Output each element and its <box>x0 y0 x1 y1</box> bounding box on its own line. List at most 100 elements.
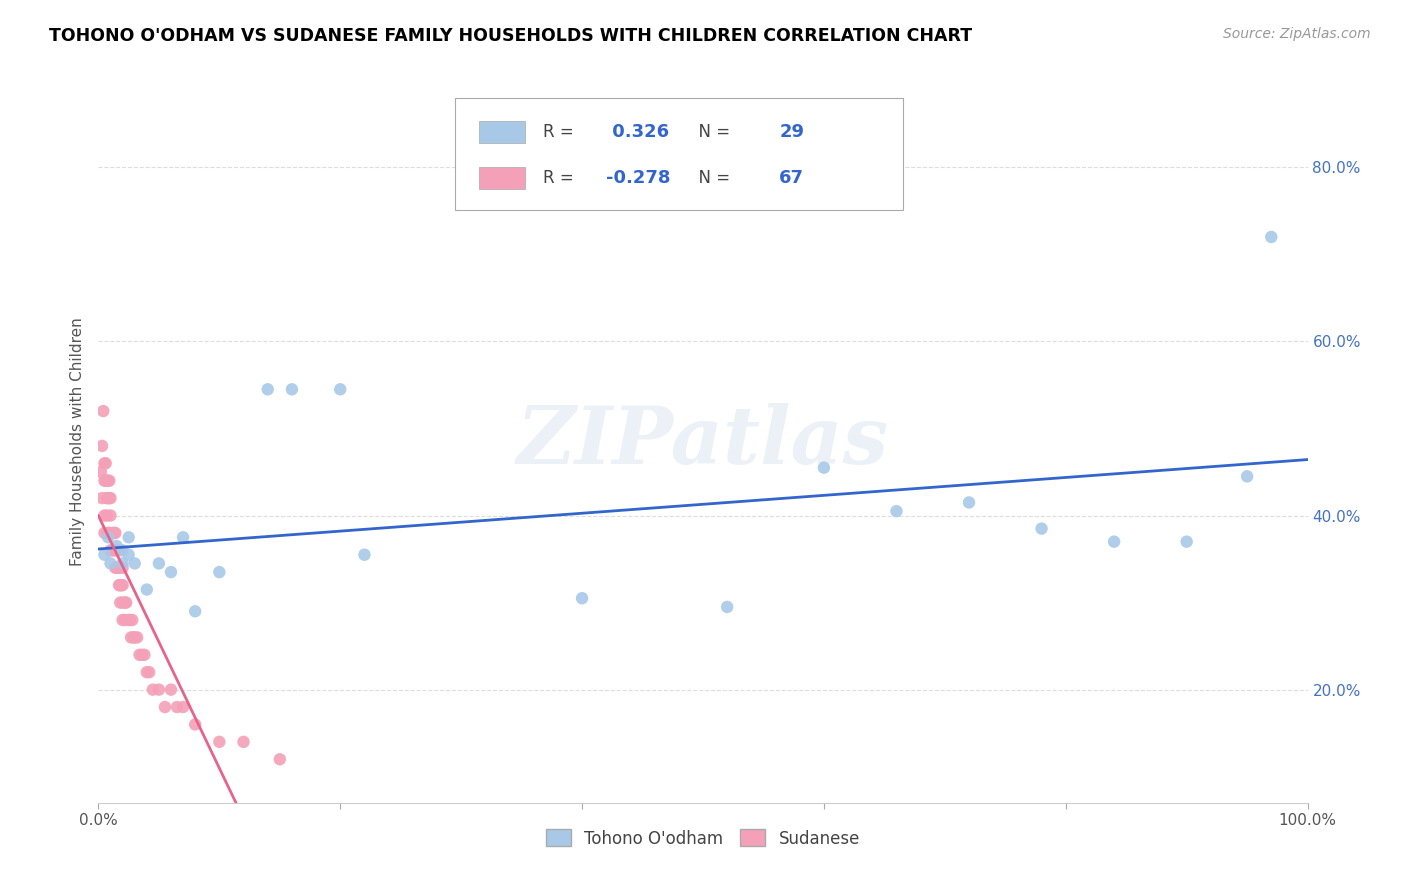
Point <box>101 543 124 558</box>
Text: 0.326: 0.326 <box>606 123 669 141</box>
Point <box>93 474 115 488</box>
Point <box>135 665 157 680</box>
Point <box>127 631 149 645</box>
Point <box>93 548 115 562</box>
Point <box>105 561 128 575</box>
Point <box>107 543 129 558</box>
Point <box>105 539 128 553</box>
Point <box>108 561 131 575</box>
Point <box>111 561 134 575</box>
Point <box>172 700 194 714</box>
Point <box>124 631 146 645</box>
Point <box>91 491 114 505</box>
Point <box>97 474 120 488</box>
Point <box>108 578 131 592</box>
Point <box>124 557 146 571</box>
Point <box>101 525 124 540</box>
Point <box>115 596 138 610</box>
Point <box>108 543 131 558</box>
Point <box>957 495 980 509</box>
Point <box>256 382 278 396</box>
Bar <box>479 121 526 143</box>
Text: Source: ZipAtlas.com: Source: ZipAtlas.com <box>1223 27 1371 41</box>
Point <box>100 557 122 571</box>
Point <box>329 382 352 396</box>
Point <box>98 525 121 540</box>
Point <box>208 735 231 749</box>
Point <box>232 735 254 749</box>
Point <box>153 700 176 714</box>
Point <box>110 578 132 592</box>
Point <box>131 648 153 662</box>
Text: N =: N = <box>689 123 735 141</box>
Point <box>108 578 131 592</box>
Point <box>94 474 117 488</box>
Text: ZIPatlas: ZIPatlas <box>517 403 889 480</box>
Point <box>93 525 115 540</box>
Point <box>97 530 120 544</box>
Point <box>118 530 141 544</box>
Point <box>107 561 129 575</box>
Point <box>93 456 115 470</box>
Y-axis label: Family Households with Children: Family Households with Children <box>69 318 84 566</box>
Point <box>98 474 121 488</box>
Point <box>91 439 114 453</box>
Point <box>208 565 231 579</box>
Bar <box>479 167 526 189</box>
Point <box>114 613 136 627</box>
Legend: Tohono O'odham, Sudanese: Tohono O'odham, Sudanese <box>537 821 869 856</box>
Point <box>128 648 150 662</box>
Point <box>104 525 127 540</box>
Text: 67: 67 <box>779 169 804 186</box>
Text: R =: R = <box>543 123 579 141</box>
Point <box>122 631 145 645</box>
Point <box>160 682 183 697</box>
Text: -0.278: -0.278 <box>606 169 671 186</box>
Point <box>118 548 141 562</box>
FancyBboxPatch shape <box>456 98 903 211</box>
Point <box>148 682 170 697</box>
Point <box>134 648 156 662</box>
Point <box>269 752 291 766</box>
Point <box>104 561 127 575</box>
Point <box>184 717 207 731</box>
Point <box>96 508 118 523</box>
Point <box>716 599 738 614</box>
Point <box>886 504 908 518</box>
Point <box>98 491 121 505</box>
Point <box>353 548 375 562</box>
Point <box>111 543 134 558</box>
Point <box>1102 534 1125 549</box>
Point <box>138 665 160 680</box>
Point <box>813 460 835 475</box>
Point <box>96 491 118 505</box>
Text: R =: R = <box>543 169 579 186</box>
Point <box>281 382 304 396</box>
Point <box>91 404 114 418</box>
Point <box>111 557 134 571</box>
Point <box>120 631 142 645</box>
Point <box>1260 230 1282 244</box>
Text: 29: 29 <box>779 123 804 141</box>
Point <box>172 530 194 544</box>
Point <box>184 604 207 618</box>
Point <box>111 613 134 627</box>
Point <box>114 596 136 610</box>
Point <box>97 525 120 540</box>
Point <box>1175 534 1198 549</box>
Point <box>94 456 117 470</box>
Point <box>166 700 188 714</box>
Point <box>103 525 125 540</box>
Point <box>105 543 128 558</box>
Point <box>111 578 134 592</box>
Point <box>100 543 122 558</box>
Point <box>1236 469 1258 483</box>
Point <box>108 596 131 610</box>
Point <box>90 465 112 479</box>
Point <box>111 596 134 610</box>
Text: TOHONO O'ODHAM VS SUDANESE FAMILY HOUSEHOLDS WITH CHILDREN CORRELATION CHART: TOHONO O'ODHAM VS SUDANESE FAMILY HOUSEH… <box>49 27 973 45</box>
Point <box>571 591 593 606</box>
Point <box>97 491 120 505</box>
Point <box>96 474 118 488</box>
Point <box>100 491 122 505</box>
